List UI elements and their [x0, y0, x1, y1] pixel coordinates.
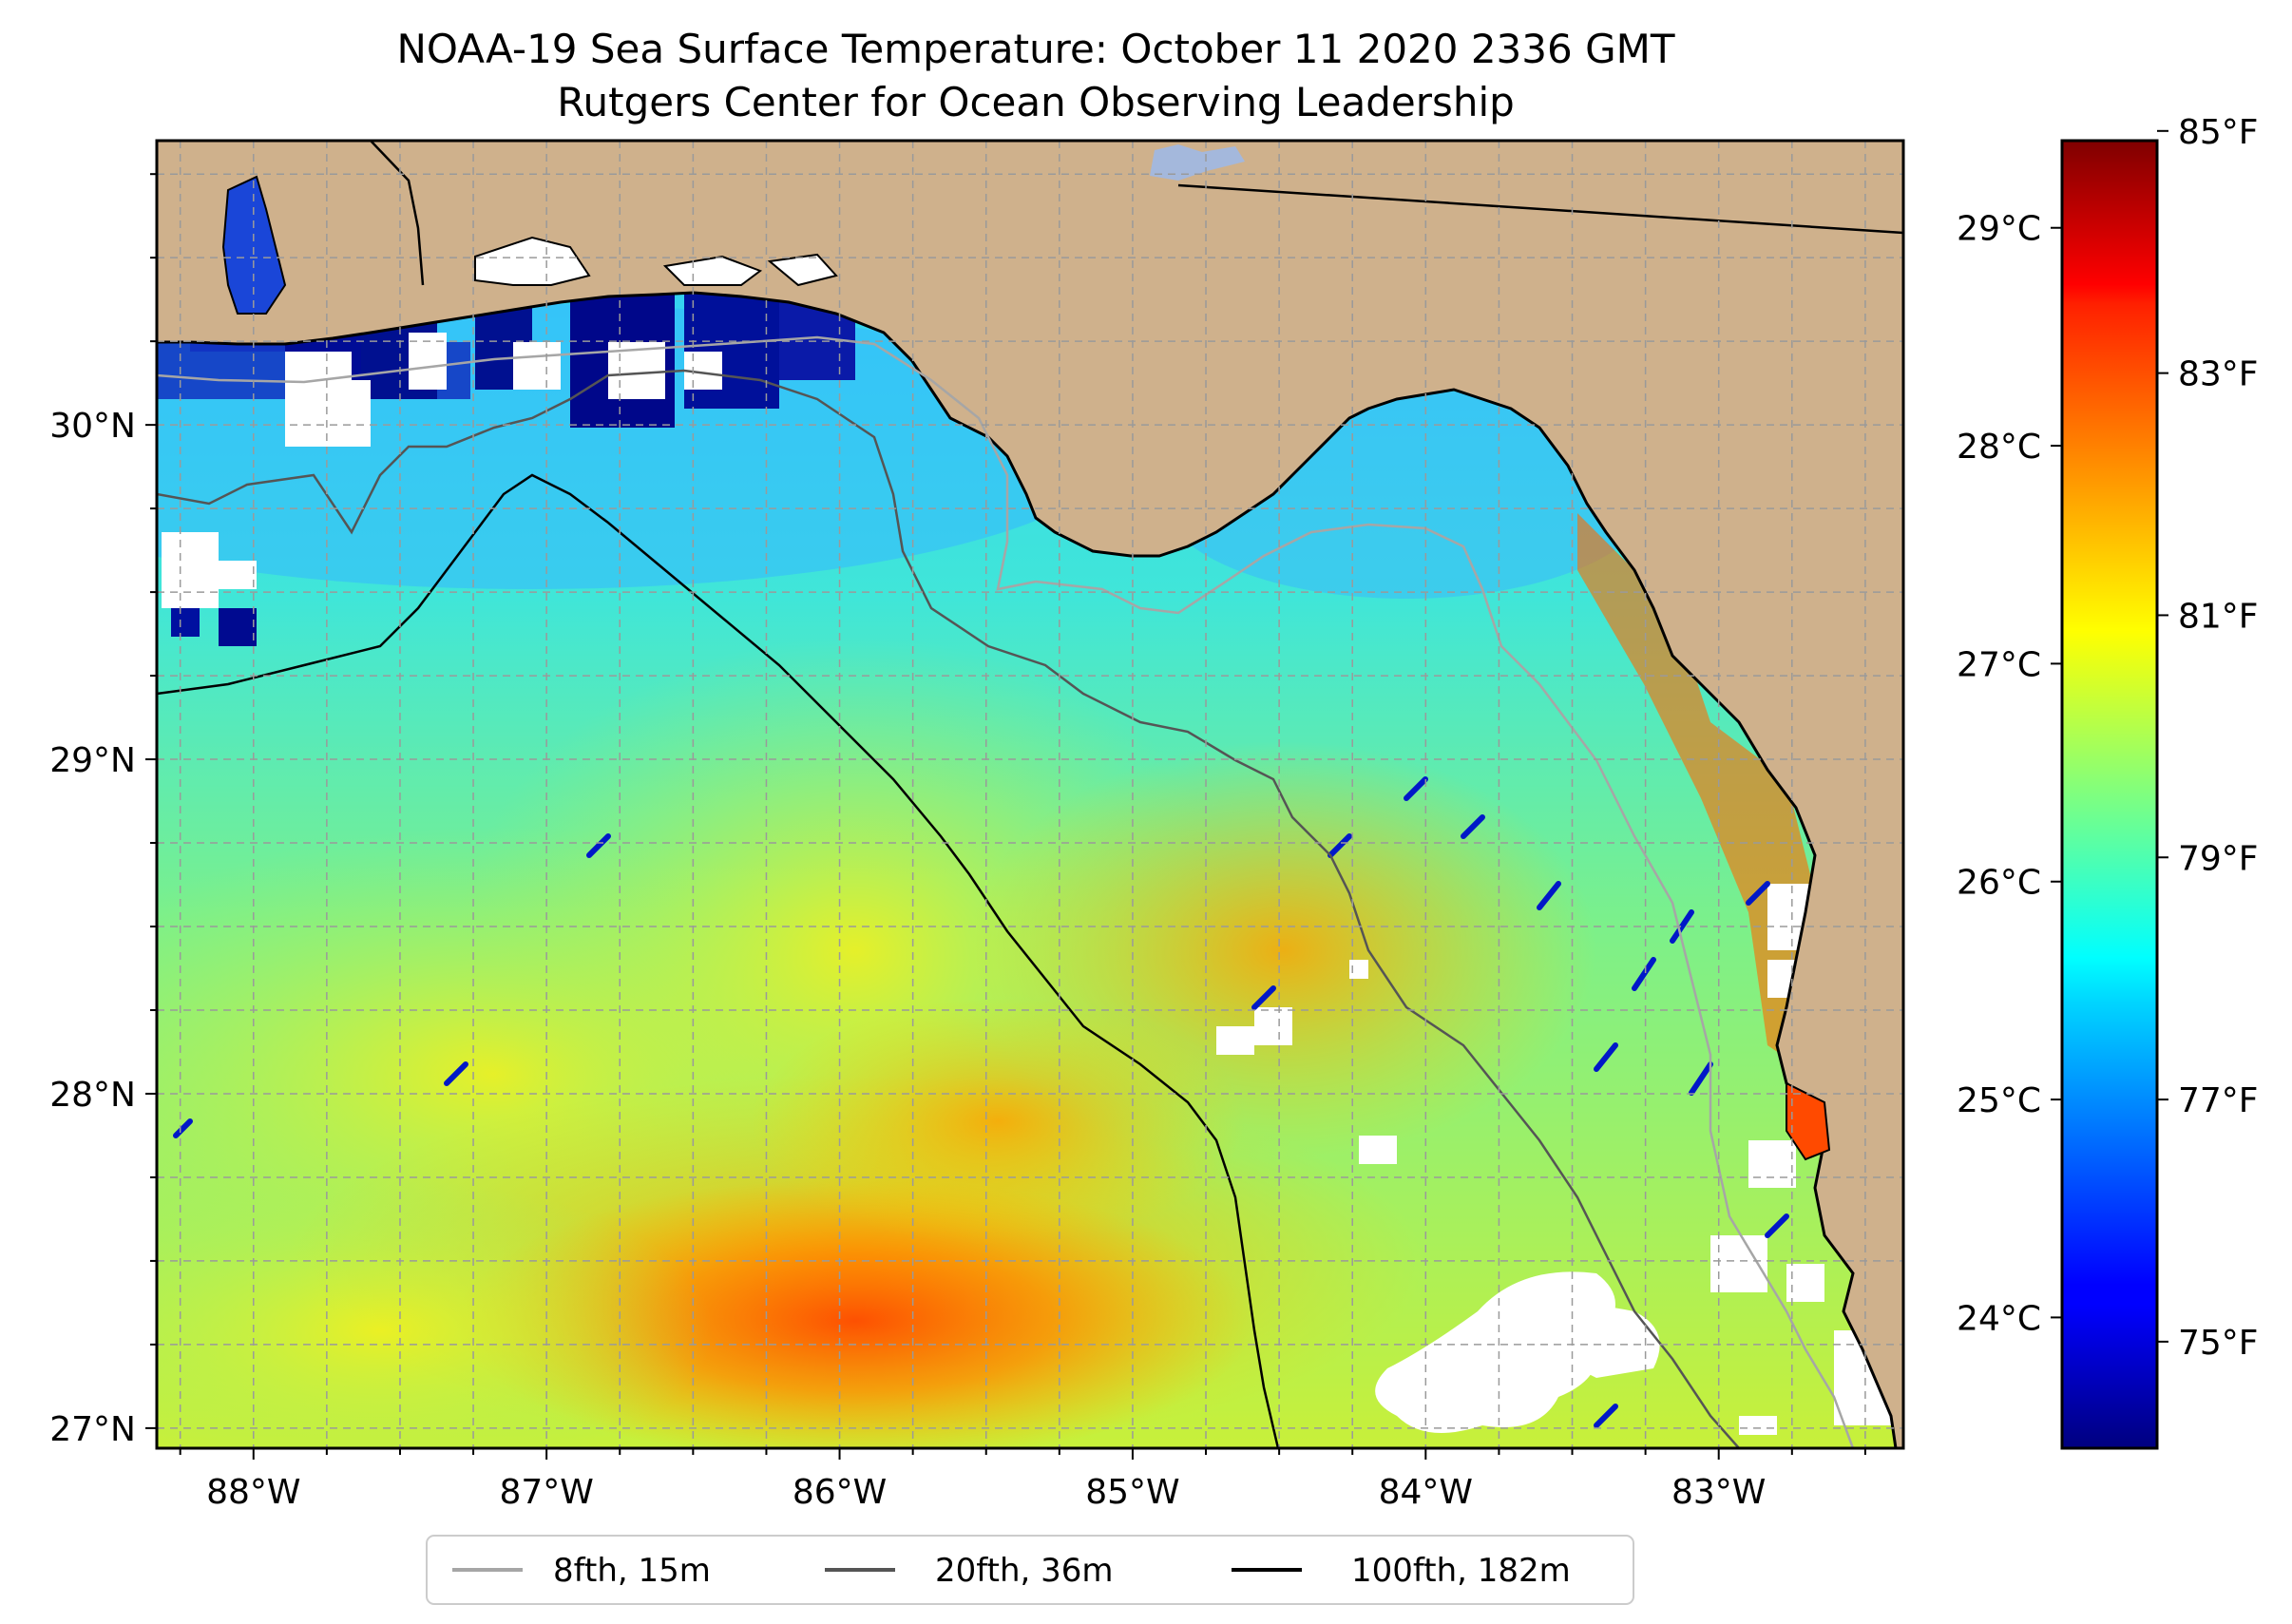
colorbar: 29°C 28°C 27°C 26°C 25°C 24°C 85°F 83°F 81°F 79°… [1957, 113, 2259, 1450]
contour-100fth [157, 473, 1280, 1448]
cold-streaks [173, 776, 1789, 1428]
lat-tick-label: 28°N [49, 1076, 136, 1115]
colorbar-gradient [2060, 139, 2159, 1450]
legend-label-100fth: 100fth, 182m [1351, 1552, 1571, 1590]
fahrenheit-tick-label: 85°F [2178, 113, 2259, 152]
longitude-axis: 88°W 87°W 86°W 85°W 84°W 83°W [179, 1448, 1866, 1512]
legend-label-20fth: 20fth, 36m [935, 1552, 1114, 1590]
fahrenheit-tick-label: 77°F [2178, 1081, 2259, 1120]
contour-20fth [157, 369, 1740, 1448]
land [157, 141, 1903, 1448]
celsius-tick-label: 29°C [1957, 210, 2041, 249]
celsius-tick-label: 26°C [1957, 864, 2041, 903]
lon-tick-label: 85°W [1085, 1473, 1179, 1512]
map-frame [155, 139, 1905, 1450]
legend-label-8fth: 8fth, 15m [553, 1552, 711, 1590]
map-title: NOAA-19 Sea Surface Temperature: October… [0, 23, 2072, 129]
legend-box [426, 1535, 1634, 1605]
celsius-tick-label: 27°C [1957, 645, 2041, 684]
depth-contours [157, 335, 1855, 1448]
fahrenheit-tick-label: 83°F [2178, 355, 2259, 394]
lon-tick-label: 86°W [793, 1473, 887, 1512]
lat-tick-label: 30°N [49, 407, 136, 446]
map-grid [157, 141, 1903, 1448]
lon-tick-label: 83°W [1671, 1473, 1766, 1512]
celsius-tick-label: 28°C [1957, 428, 2041, 467]
state-borders [370, 141, 1903, 286]
title-line-1: NOAA-19 Sea Surface Temperature: October… [396, 26, 1675, 72]
lon-tick-label: 84°W [1379, 1473, 1473, 1512]
latitude-axis: 30°N 29°N 28°N 27°N [49, 173, 157, 1449]
map-plot-area [157, 141, 1903, 1448]
colorbar-fahrenheit-axis: 85°F 83°F 81°F 79°F 77°F 75°F [2157, 113, 2259, 1363]
lon-tick-label: 88°W [206, 1473, 300, 1512]
contour-legend: 8fth, 15m 20fth, 36m 100fth, 182m [426, 1535, 1634, 1605]
fahrenheit-tick-label: 79°F [2178, 839, 2259, 878]
title-line-2: Rutgers Center for Ocean Observing Leade… [557, 79, 1515, 125]
contour-8fth [157, 335, 1855, 1448]
lon-tick-label: 87°W [499, 1473, 593, 1512]
no-data-patches [157, 285, 1900, 1435]
lake [1150, 144, 1245, 181]
colorbar-celsius-axis: 29°C 28°C 27°C 26°C 25°C 24°C [1957, 210, 2062, 1338]
lat-tick-label: 29°N [49, 741, 136, 780]
celsius-tick-label: 24°C [1957, 1299, 2041, 1338]
fahrenheit-tick-label: 81°F [2178, 597, 2259, 636]
fahrenheit-tick-label: 75°F [2178, 1324, 2259, 1363]
celsius-tick-label: 25°C [1957, 1081, 2041, 1120]
lat-tick-label: 27°N [49, 1410, 136, 1449]
